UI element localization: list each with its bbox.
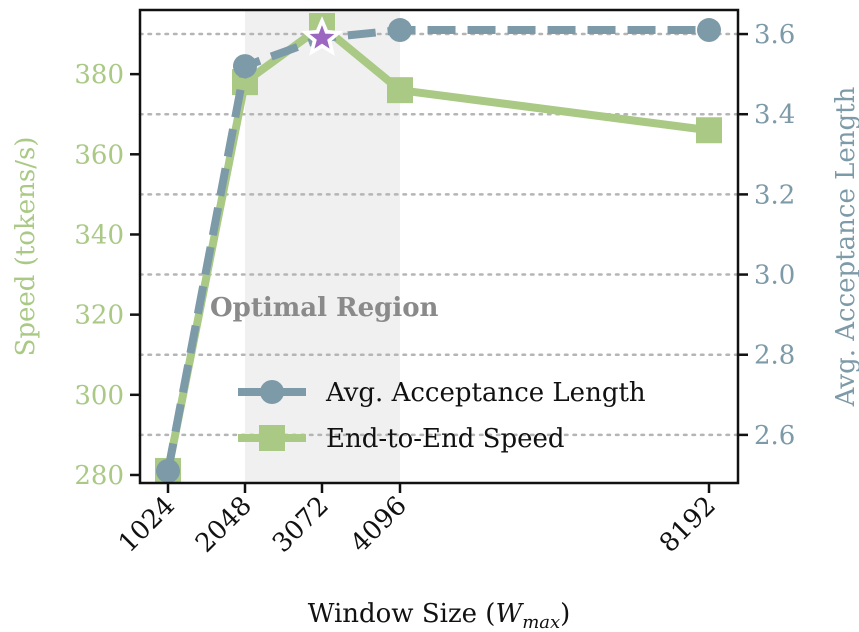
right-y-tick-label: 3.2 [754, 180, 795, 210]
legend-speed-marker [259, 425, 285, 451]
x-axis-label: Window Size (Wmax) [308, 599, 571, 632]
right-y-tick-label: 3.0 [754, 261, 795, 291]
left-y-axis: 280 300 320 340 360 380 [74, 60, 140, 491]
x-tick-label: 3072 [267, 491, 335, 559]
right-y-tick-label: 3.4 [754, 100, 795, 130]
x-axis-label-suffix: ) [560, 599, 570, 629]
right-y-tick-label: 2.8 [754, 341, 795, 371]
left-y-tick-label: 300 [74, 381, 124, 411]
left-y-tick-label: 380 [74, 60, 124, 90]
x-axis: 1024 2048 3072 4096 8192 [113, 483, 722, 559]
right-y-tick-label: 2.6 [754, 421, 795, 451]
optimal-region-shade [245, 10, 400, 483]
acceptance-point [388, 18, 412, 43]
right-axis-label: Avg. Acceptance Length [831, 86, 859, 407]
x-tick-label: 4096 [345, 491, 413, 559]
plot-frame [138, 8, 740, 485]
legend-acceptance-label: Avg. Acceptance Length [325, 378, 646, 408]
x-tick-label: 8192 [654, 491, 722, 559]
left-y-tick-label: 360 [74, 140, 124, 170]
series-layer [155, 13, 722, 484]
optimum-layer [301, 16, 343, 56]
grid-lines [138, 32, 740, 437]
legend: Avg. Acceptance Length End-to-End Speed [238, 378, 646, 454]
left-axis-label: Speed (tokens/s) [11, 137, 41, 357]
acceptance-point [156, 458, 180, 483]
legend-acceptance-marker [260, 380, 284, 404]
x-axis-label-var: W [495, 599, 524, 629]
optimal-region-label: Optimal Region [210, 293, 439, 323]
right-y-tick-label: 3.6 [754, 20, 795, 50]
x-tick-label: 1024 [113, 491, 181, 559]
acceptance-point [697, 18, 721, 43]
left-y-tick-label: 340 [74, 220, 124, 250]
optimum-star [309, 25, 335, 49]
x-tick-label: 2048 [190, 491, 258, 559]
speed-point [696, 117, 722, 144]
right-y-axis: 2.6 2.8 3.0 3.2 3.4 3.6 [738, 20, 795, 451]
left-y-tick-label: 320 [74, 301, 124, 331]
left-y-tick-label: 280 [74, 461, 124, 491]
x-axis-label-prefix: Window Size ( [308, 599, 496, 629]
x-axis-label-sub: max [522, 612, 560, 632]
acceptance-point [233, 54, 257, 79]
speed-point [387, 77, 413, 104]
legend-speed-label: End-to-End Speed [326, 424, 565, 454]
